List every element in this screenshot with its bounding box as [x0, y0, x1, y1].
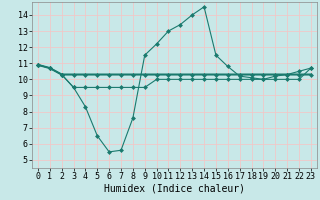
X-axis label: Humidex (Indice chaleur): Humidex (Indice chaleur) — [104, 184, 245, 194]
